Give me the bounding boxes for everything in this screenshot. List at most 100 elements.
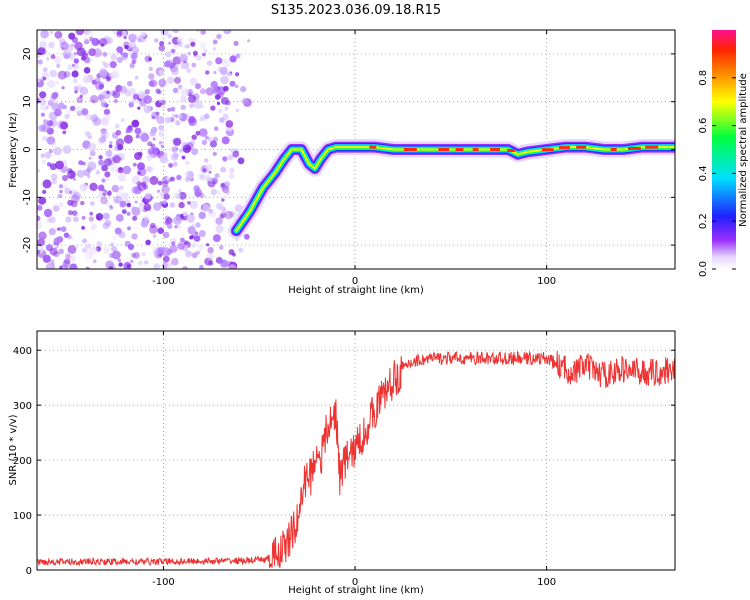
noise-speck [64,113,70,120]
noise-speck [153,202,162,211]
trace-peak [438,148,450,151]
noise-speck [42,254,51,263]
noise-speck [195,222,201,228]
noise-speck [128,87,136,95]
noise-speck [122,52,129,58]
noise-speck [216,189,221,195]
noise-speck [89,150,96,157]
noise-speck [76,169,85,178]
noise-speck [135,134,140,139]
noise-speck [46,57,50,61]
noise-speck [67,245,77,254]
noise-speck [85,114,92,121]
noise-speck [123,35,127,40]
noise-speck [128,33,137,43]
colorbar-ticks: 0.0 0.2 0.4 0.6 0.8 [698,70,736,277]
noise-speck [161,262,169,269]
noise-speck [243,233,250,240]
noise-speck [166,76,175,84]
noise-speck [225,190,230,195]
noise-speck [141,181,147,187]
noise-speck [162,231,170,239]
noise-speck [200,30,206,35]
noise-speck [89,246,98,255]
noise-speck [70,200,78,208]
noise-speck [195,54,202,61]
noise-speck [152,246,158,252]
noise-speck [149,176,159,185]
y-tick-label: 0 [22,146,33,152]
noise-speck [185,160,190,165]
noise-speck [84,39,90,45]
noise-speck [112,90,121,99]
noise-speck [76,110,82,116]
noise-speck [168,163,174,168]
noise-speck [189,103,194,109]
noise-speck [220,212,227,218]
noise-speck [179,54,188,63]
noise-speck [219,213,225,219]
noise-speck [202,204,210,212]
noise-speck [88,216,95,222]
noise-speck [58,201,64,207]
noise-speck [157,180,163,186]
noise-speck [171,241,176,246]
noise-speck [163,193,170,200]
noise-speck [160,144,165,149]
noise-speck [210,80,218,89]
noise-speck [53,55,62,64]
noise-speck [67,64,73,70]
snr-series-line [37,350,675,568]
trace-peak [627,147,641,150]
noise-speck [189,200,199,209]
noise-speck [69,255,76,262]
noise-speck [115,129,122,136]
noise-speck [68,210,73,216]
noise-speck [167,107,172,112]
noise-speck [149,149,158,159]
noise-speck [137,260,143,266]
noise-speck [137,37,142,43]
trace-peak [507,149,516,152]
noise-speck [42,189,47,194]
noise-speck [158,44,165,52]
noise-speck [212,234,221,243]
noise-speck [102,51,108,57]
noise-speck [172,87,179,94]
noise-speck [177,242,185,250]
noise-speck [146,166,153,173]
noise-speck [212,136,219,142]
noise-speck [174,192,181,200]
noise-speck [76,96,83,104]
noise-speck [112,236,118,241]
noise-speck [110,245,117,252]
noise-speck [199,88,206,95]
noise-speck [212,86,220,95]
noise-speck [100,130,109,140]
trace-peak [403,148,417,151]
y-tick-label: 300 [13,401,32,412]
noise-speck [223,30,232,35]
colorbar: 0.0 0.2 0.4 0.6 0.8 Normalized spectral ampl… [698,30,749,277]
noise-speck [114,99,118,103]
noise-speck [216,33,222,40]
x-tick-label: 0 [352,577,358,588]
noise-speck [172,161,178,167]
noise-speck [174,225,178,229]
noise-speck [171,146,178,153]
noise-speck [205,87,214,96]
noise-speck [185,44,190,49]
noise-speck [188,115,196,124]
noise-speck [104,219,112,227]
noise-speck [115,138,125,147]
noise-speck [49,247,58,256]
noise-speck [159,41,165,46]
noise-speck [153,263,160,269]
trace-peak [490,148,500,151]
noise-speck [126,264,131,269]
colorbar-tick-label: 0.8 [698,70,709,86]
noise-speck [49,69,57,78]
noise-speck [65,216,72,223]
noise-speck [215,202,223,210]
noise-speck [103,158,112,167]
